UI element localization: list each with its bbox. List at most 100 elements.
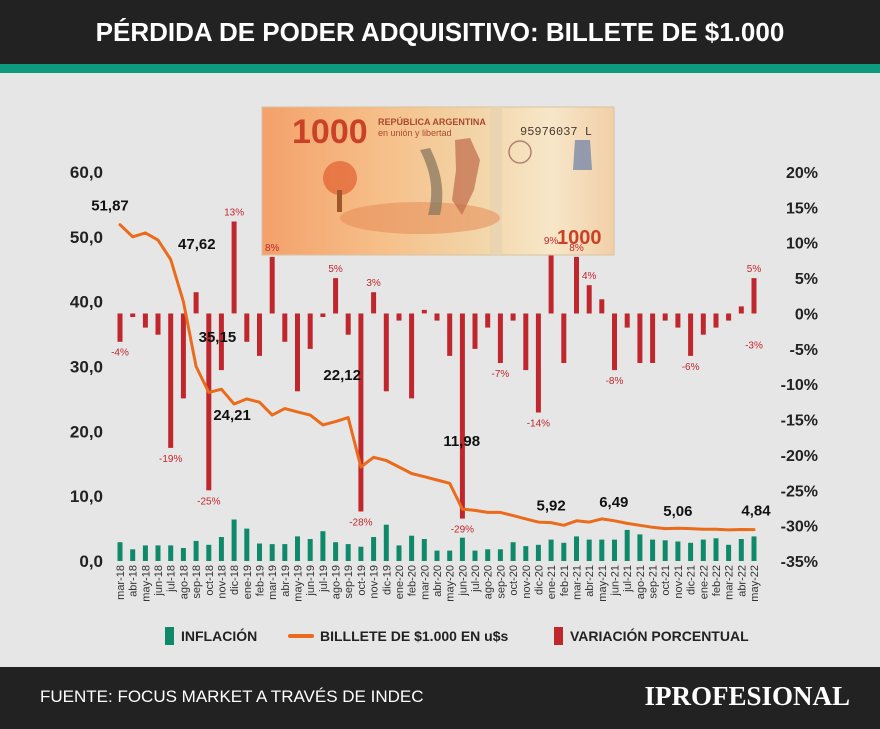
variation-bar-18 xyxy=(345,313,351,335)
variation-bar-46 xyxy=(700,313,706,335)
x-tick-50: may-22 xyxy=(749,565,761,602)
inflation-bar-21 xyxy=(383,524,389,561)
x-tick-33: dic-20 xyxy=(533,565,545,595)
inflation-bar-25 xyxy=(434,550,440,561)
variation-bar-49 xyxy=(738,306,744,314)
variation-bar-32 xyxy=(523,313,529,371)
variation-bar-36 xyxy=(574,256,579,314)
axes: 0,0 10,0 20,0 30,0 40,0 50,0 60,0 20% 15% 10% 5% 0%… xyxy=(70,163,818,602)
variation-bar-43 xyxy=(662,313,668,321)
left-axis-tick-0: 0,0 xyxy=(79,552,103,571)
x-tick-39: jun-21 xyxy=(610,565,622,597)
inflation-bar-32 xyxy=(523,546,529,561)
chart: 1000 REPÚBLICA ARGENTINA en unión y libe… xyxy=(70,106,818,602)
x-tick-27: jun-20 xyxy=(457,565,469,597)
inflation-bar-18 xyxy=(345,544,351,561)
x-tick-49: abr-22 xyxy=(736,565,748,597)
inflation-bar-48 xyxy=(726,544,732,561)
left-axis-tick-1: 10,0 xyxy=(70,487,103,506)
variation-bars xyxy=(117,221,757,519)
right-axis-tick-9: -25% xyxy=(781,483,818,500)
variation-bar-1 xyxy=(130,313,136,317)
inflation-bar-16 xyxy=(320,531,326,561)
x-tick-18: sep-19 xyxy=(343,565,355,599)
banknote-image: 1000 REPÚBLICA ARGENTINA en unión y libe… xyxy=(261,106,615,256)
x-tick-43: oct-21 xyxy=(660,565,672,596)
inflation-bar-13 xyxy=(282,544,288,561)
variation-bar-4 xyxy=(168,313,174,448)
variation-label-45: -6% xyxy=(682,362,700,373)
billete-line-path xyxy=(118,223,756,532)
right-axis-tick-5: -5% xyxy=(790,342,818,359)
legend: INFLACIÓN BILLLETE DE $1.000 EN u$s VARI… xyxy=(0,624,880,648)
x-tick-7: oct-18 xyxy=(204,565,216,596)
right-axis-tick-4: 0% xyxy=(795,307,818,324)
variation-label-37: 4% xyxy=(582,271,597,282)
variation-bar-14 xyxy=(295,313,300,392)
x-tick-37: abr-21 xyxy=(584,565,596,597)
x-tick-34: ene-21 xyxy=(546,565,558,599)
left-axis-tick-3: 30,0 xyxy=(70,358,103,377)
variation-bar-35 xyxy=(561,313,567,363)
x-tick-47: feb-22 xyxy=(711,565,723,596)
inflation-bar-2 xyxy=(142,545,148,561)
variation-bar-48 xyxy=(726,313,732,321)
inflation-bar-22 xyxy=(396,545,402,561)
inflation-bar-35 xyxy=(561,542,567,561)
x-tick-12: mar-19 xyxy=(267,565,279,600)
left-axis-tick-4: 40,0 xyxy=(70,293,103,312)
right-axis-tick-0: 20% xyxy=(786,165,818,182)
data-labels: 51,87 47,62 35,15 24,21 22,12 11,98 5,92 6,49 5,… xyxy=(91,198,771,536)
variation-label-33: -14% xyxy=(527,419,550,430)
x-tick-42: sep-21 xyxy=(648,565,660,599)
right-axis-tick-3: 5% xyxy=(795,271,818,288)
left-axis-tick-2: 20,0 xyxy=(70,422,103,441)
inflation-bar-6 xyxy=(193,540,199,561)
inflation-bar-41 xyxy=(637,534,643,561)
x-tick-46: ene-22 xyxy=(698,565,710,599)
variation-bar-19 xyxy=(358,313,364,512)
variation-bar-41 xyxy=(637,313,643,363)
variation-label-34: 9% xyxy=(544,236,559,247)
x-tick-16: jul-19 xyxy=(318,565,330,593)
inflation-bars xyxy=(117,519,757,561)
x-tick-4: jul-18 xyxy=(166,565,178,593)
x-tick-17: ago-19 xyxy=(331,565,343,599)
x-tick-41: ago-21 xyxy=(635,565,647,599)
inflation-bar-50 xyxy=(751,536,757,561)
footer-source: FUENTE: FOCUS MARKET A TRAVÉS DE INDEC xyxy=(40,687,424,706)
x-tick-9: dic-18 xyxy=(229,565,241,595)
x-tick-48: mar-22 xyxy=(724,565,736,600)
x-tick-19: oct-19 xyxy=(356,565,368,596)
variation-label-30: -7% xyxy=(492,369,510,380)
inflation-bar-7 xyxy=(206,544,212,561)
variation-bar-2 xyxy=(142,313,148,328)
variation-label-50: 5% xyxy=(747,264,762,275)
variation-bar-33 xyxy=(535,313,541,413)
inflation-bar-49 xyxy=(738,539,744,561)
variation-label-0: -4% xyxy=(111,348,129,359)
x-tick-5: ago-18 xyxy=(178,565,190,599)
x-tick-30: sep-20 xyxy=(495,565,507,599)
inflation-bar-40 xyxy=(624,529,630,561)
chart-title: PÉRDIDA DE PODER ADQUISITIVO: BILLETE DE… xyxy=(95,17,785,47)
variation-bar-31 xyxy=(510,313,516,321)
x-tick-14: may-19 xyxy=(293,565,305,602)
variation-bar-20 xyxy=(371,292,377,314)
x-tick-38: may-21 xyxy=(597,565,609,602)
variation-bar-39 xyxy=(612,313,617,371)
variation-label-17: 5% xyxy=(328,264,343,275)
variation-bar-6 xyxy=(193,292,199,314)
billete-label-8: 35,15 xyxy=(199,329,237,346)
variation-bar-24 xyxy=(421,309,427,314)
inflation-bar-24 xyxy=(421,539,427,561)
inflation-bar-38 xyxy=(599,539,605,561)
banknote-issuer-line2: en unión y libertad xyxy=(378,128,452,138)
legend-label-inflation: INFLACIÓN xyxy=(181,628,258,644)
variation-bar-10 xyxy=(244,313,250,342)
x-tick-15: jun-19 xyxy=(305,565,317,597)
banknote-value: 1000 xyxy=(292,113,368,151)
x-tick-10: ene-19 xyxy=(242,565,254,599)
billete-label-18: 22,12 xyxy=(323,367,361,384)
inflation-bar-44 xyxy=(675,541,681,561)
